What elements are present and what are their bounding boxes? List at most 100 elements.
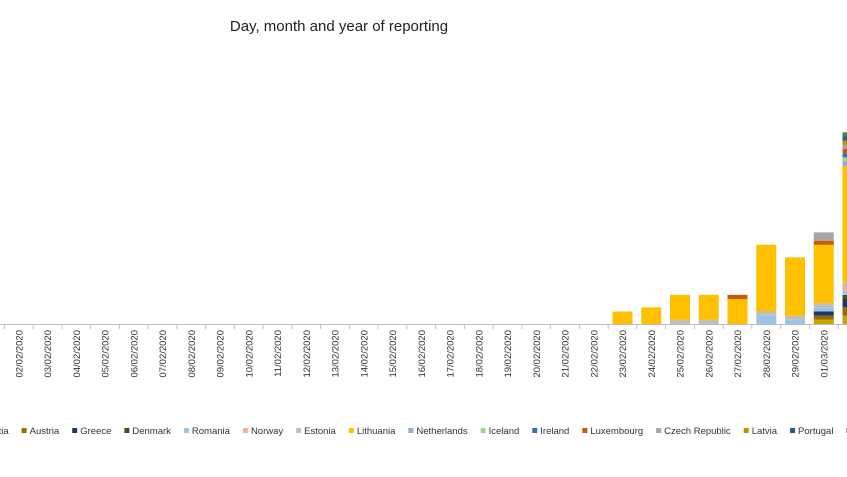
bar-segment bbox=[727, 294, 748, 299]
bar-segment bbox=[842, 165, 847, 283]
legend-label: Croatia bbox=[0, 426, 9, 437]
x-tick-label: 13/02/2020 bbox=[331, 330, 342, 378]
bar-segment bbox=[756, 311, 777, 316]
legend-item: Estonia bbox=[296, 426, 337, 437]
x-tick-label: 24/02/2020 bbox=[647, 330, 658, 378]
bar-segment bbox=[727, 299, 748, 324]
legend-item: Greece bbox=[72, 426, 111, 437]
legend-label: Netherlands bbox=[416, 426, 467, 437]
legend-swatch bbox=[582, 428, 588, 433]
bar-segment bbox=[842, 286, 847, 291]
legend-label: Greece bbox=[80, 426, 111, 437]
bar-segment bbox=[813, 244, 834, 304]
chart-title: Day, month and year of reporting bbox=[229, 18, 449, 35]
legend-item: Norway bbox=[242, 426, 283, 437]
x-tick-label: 02/02/2020 bbox=[14, 330, 25, 378]
bar-segment bbox=[842, 307, 847, 316]
x-tick-label: 06/02/2020 bbox=[129, 330, 140, 378]
legend-item: Czech Republic bbox=[656, 426, 731, 437]
legend-label: Lithuania bbox=[357, 426, 396, 437]
bar-segment bbox=[842, 294, 847, 299]
bar-segment bbox=[842, 282, 847, 287]
legend-swatch bbox=[743, 428, 749, 433]
bars-group bbox=[612, 132, 847, 324]
x-tick-label: 21/02/2020 bbox=[561, 330, 572, 378]
x-tick-label: 04/02/2020 bbox=[72, 330, 83, 378]
x-tick-label: 08/02/2020 bbox=[187, 330, 198, 378]
x-tick-label: 01/03/2020 bbox=[819, 330, 830, 378]
legend-label: Romania bbox=[192, 426, 231, 437]
bar-segment bbox=[842, 161, 847, 166]
bar-segment bbox=[813, 311, 834, 316]
legend-item: Denmark bbox=[124, 426, 171, 437]
legend-item: Romania bbox=[183, 426, 231, 437]
legend-item: Croatia bbox=[0, 426, 9, 437]
legend-item: Netherlands bbox=[408, 426, 468, 437]
x-tick-label: 18/02/2020 bbox=[474, 330, 485, 378]
bar-segment bbox=[698, 319, 719, 324]
legend-label: Ireland bbox=[540, 426, 569, 437]
x-tick-label: 27/02/2020 bbox=[733, 330, 744, 378]
legend-item: Portugal bbox=[790, 426, 833, 437]
bar-segment bbox=[813, 315, 834, 320]
x-tick-label: 19/02/2020 bbox=[503, 330, 514, 378]
legend-swatch bbox=[480, 428, 486, 433]
legend-label: Iceland bbox=[489, 426, 520, 437]
x-tick-label: 11/02/2020 bbox=[273, 330, 284, 377]
legend-label: Estonia bbox=[304, 426, 336, 437]
bar-segment bbox=[842, 144, 847, 149]
bar-segment bbox=[813, 240, 834, 245]
x-tick-label: 12/02/2020 bbox=[302, 330, 313, 378]
bar-segment bbox=[670, 319, 690, 324]
bar-segment bbox=[842, 149, 847, 154]
legend-label: Latvia bbox=[752, 426, 778, 437]
legend-label: Luxembourg bbox=[590, 426, 643, 437]
legend-swatch bbox=[532, 428, 538, 433]
x-tick-label: 15/02/2020 bbox=[388, 330, 399, 378]
legend-item: Lithuania bbox=[348, 426, 396, 437]
legend-swatch bbox=[183, 428, 189, 433]
bar-segment bbox=[756, 244, 777, 312]
x-tick-label: 23/02/2020 bbox=[618, 330, 629, 378]
bar-segment bbox=[842, 290, 847, 295]
x-tick-label: 22/02/2020 bbox=[589, 330, 600, 378]
legend-swatch bbox=[124, 428, 130, 433]
legend: Croatia Austria Greece Denmark Romania Norway… bbox=[0, 426, 847, 437]
x-tick-label: 09/02/2020 bbox=[216, 330, 227, 378]
bar-segment bbox=[842, 140, 847, 145]
bar-segment bbox=[842, 153, 847, 158]
bar-segment bbox=[785, 315, 805, 320]
bar-segment bbox=[842, 315, 847, 324]
bar-segment bbox=[641, 307, 662, 324]
legend-label: Portugal bbox=[798, 426, 833, 437]
bar-segment bbox=[842, 299, 847, 308]
bar-segment bbox=[842, 132, 847, 137]
x-tick-label: 14/02/2020 bbox=[359, 330, 370, 378]
x-tick-label: 07/02/2020 bbox=[158, 330, 169, 378]
bar-segment bbox=[785, 319, 805, 324]
x-tick-label: 28/02/2020 bbox=[762, 330, 773, 378]
bar-segment bbox=[698, 294, 719, 320]
legend-swatch bbox=[72, 428, 78, 433]
legend-swatch bbox=[790, 428, 796, 433]
x-tick-marks bbox=[3, 324, 839, 329]
x-tick-label: 20/02/2020 bbox=[532, 330, 543, 378]
bar-segment bbox=[813, 319, 834, 324]
legend-item: Ireland bbox=[532, 426, 569, 437]
legend-item: Luxembourg bbox=[582, 426, 643, 437]
legend-label: Czech Republic bbox=[664, 426, 731, 437]
bar-segment bbox=[842, 136, 847, 141]
x-tick-label: 16/02/2020 bbox=[417, 330, 428, 378]
legend-label: Austria bbox=[30, 426, 60, 437]
legend-label: Denmark bbox=[132, 426, 171, 437]
x-tick-label: 03/02/2020 bbox=[43, 330, 54, 378]
x-tick-label: 25/02/2020 bbox=[676, 330, 687, 378]
legend-swatch bbox=[242, 428, 248, 433]
x-tick-label: 17/02/2020 bbox=[446, 330, 457, 378]
bar-segment bbox=[785, 257, 805, 316]
bar-segment bbox=[813, 303, 834, 308]
legend-label: Norway bbox=[251, 426, 283, 437]
x-tick-label: 05/02/2020 bbox=[101, 330, 112, 378]
x-tick-label: 26/02/2020 bbox=[704, 330, 715, 378]
